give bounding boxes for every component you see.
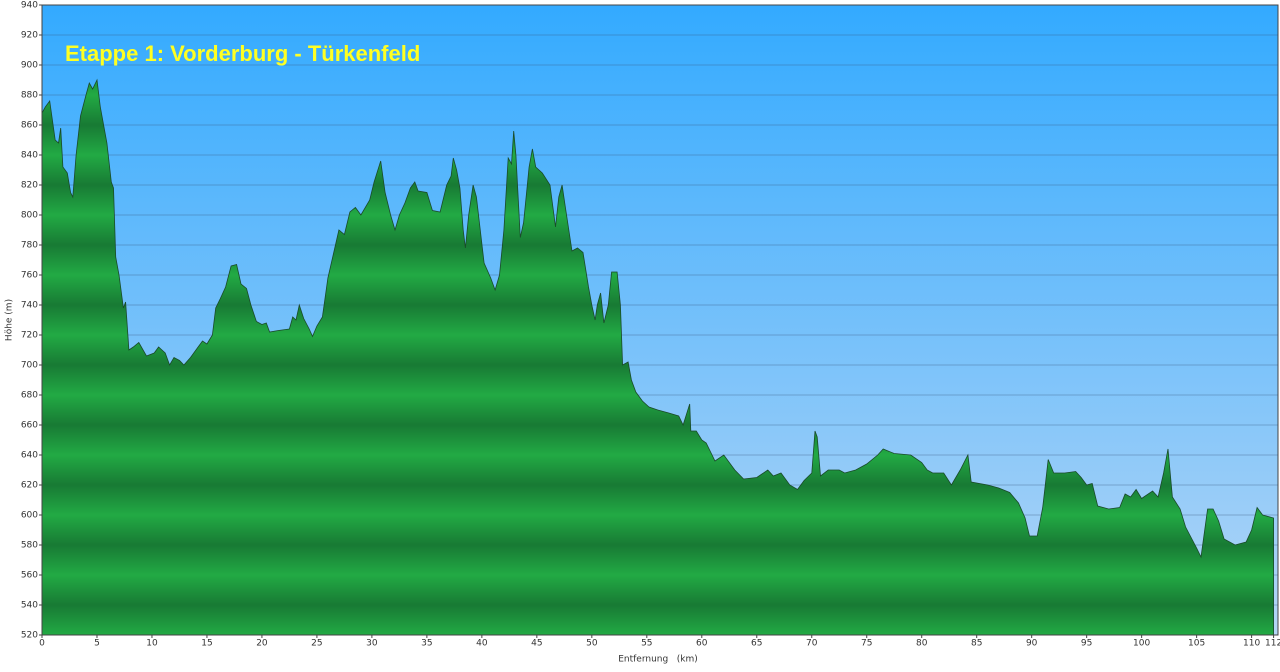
y-tick-label: 560 [21, 571, 38, 581]
y-tick-label: 760 [21, 271, 38, 281]
y-tick-label: 580 [21, 541, 38, 551]
x-tick-label: 0 [39, 639, 45, 649]
x-tick-label: 45 [531, 639, 542, 649]
x-tick-label: 110 [1243, 639, 1260, 649]
y-tick-label: 880 [21, 91, 38, 101]
y-tick-label: 700 [21, 361, 38, 371]
x-tick-label: 60 [696, 639, 708, 649]
y-tick-label: 780 [21, 241, 38, 251]
x-tick-label: 20 [256, 639, 268, 649]
y-tick-label: 720 [21, 331, 38, 341]
x-tick-label: 112 [1265, 639, 1280, 649]
plot-frame [41, 4, 1279, 636]
x-tick-label: 55 [641, 639, 652, 649]
x-tick-label: 100 [1133, 639, 1150, 649]
x-tick-label: 30 [366, 639, 378, 649]
x-tick-label: 105 [1188, 639, 1205, 649]
x-tick-label: 10 [146, 639, 158, 649]
x-tick-label: 15 [201, 639, 212, 649]
y-tick-label: 520 [21, 631, 38, 641]
y-tick-label: 660 [21, 421, 38, 431]
y-tick-label: 600 [21, 511, 38, 521]
y-tick-label: 860 [21, 121, 38, 131]
y-tick-label: 940 [21, 1, 38, 11]
x-tick-label: 70 [806, 639, 818, 649]
chart-title: Etappe 1: Vorderburg - Türkenfeld [65, 41, 420, 66]
x-tick-label: 95 [1081, 639, 1092, 649]
elevation-area [41, 78, 1274, 636]
y-tick-label: 740 [21, 301, 38, 311]
x-tick-label: 85 [971, 639, 982, 649]
y-tick-label: 900 [21, 61, 38, 71]
x-axis-label: Entfernung (km) [618, 655, 698, 665]
y-axis-label: Höhe (m) [5, 299, 15, 341]
y-tick-label: 640 [21, 451, 38, 461]
x-tick-label: 90 [1026, 639, 1038, 649]
x-tick-label: 40 [476, 639, 488, 649]
y-tick-label: 920 [21, 31, 38, 41]
y-tick-label: 840 [21, 151, 38, 161]
y-tick-label: 820 [21, 181, 38, 191]
y-tick-label: 620 [21, 481, 38, 491]
x-tick-label: 75 [861, 639, 872, 649]
x-tick-label: 5 [94, 639, 100, 649]
x-tick-label: 50 [586, 639, 598, 649]
y-tick-label: 680 [21, 391, 38, 401]
x-tick-label: 25 [311, 639, 322, 649]
x-tick-label: 65 [751, 639, 762, 649]
x-tick-label: 80 [916, 639, 928, 649]
x-tick-label: 35 [421, 639, 432, 649]
y-tick-label: 540 [21, 601, 38, 611]
y-tick-label: 800 [21, 211, 38, 221]
